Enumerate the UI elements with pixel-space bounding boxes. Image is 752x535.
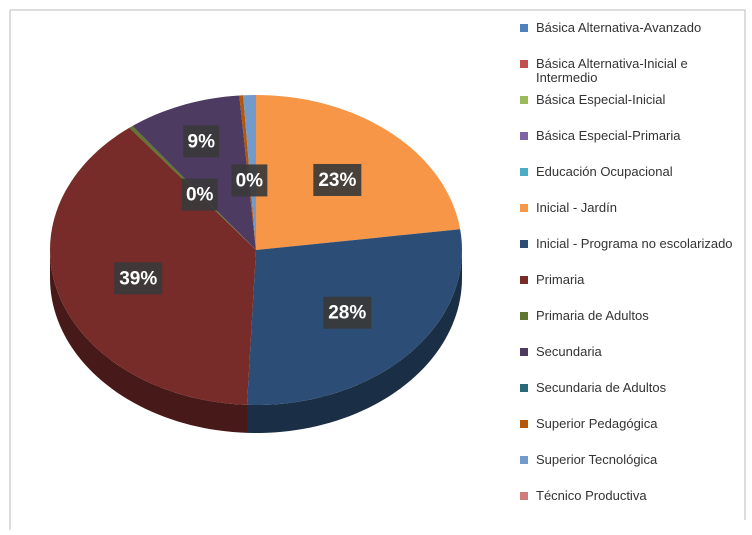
legend-swatch: [520, 168, 528, 176]
legend-label: Básica Alternativa-Avanzado: [536, 20, 702, 35]
data-label-box: [231, 164, 268, 197]
legend-label: Primaria: [536, 272, 585, 287]
legend-item: Secundaria de Adultos: [520, 378, 745, 414]
legend-item: Básica Especial-Inicial: [520, 90, 745, 126]
legend-swatch: [520, 240, 528, 248]
legend-item: Superior Tecnológica: [520, 450, 745, 486]
legend-item: Superior Pedagógica: [520, 414, 745, 450]
data-label: 39%: [119, 268, 157, 289]
legend-swatch: [520, 492, 528, 500]
legend-swatch: [520, 420, 528, 428]
legend-label: Educación Ocupacional: [536, 164, 673, 179]
chart-frame: [10, 9, 746, 520]
legend-label: Superior Pedagógica: [536, 416, 658, 431]
data-label-box: [183, 125, 220, 158]
legend-item: Básica Alternativa-Inicial e Intermedio: [520, 54, 745, 90]
legend-swatch: [520, 384, 528, 392]
data-label-box: [114, 262, 163, 295]
legend-label: Básica Alternativa-Inicial e Intermedio: [536, 56, 688, 85]
legend-swatch: [520, 204, 528, 212]
data-label: 9%: [188, 131, 216, 152]
legend-swatch: [520, 456, 528, 464]
data-label: 0%: [236, 170, 264, 191]
legend-swatch: [520, 312, 528, 320]
legend-item: Educación Ocupacional: [520, 162, 745, 198]
legend-swatch: [520, 24, 528, 32]
legend-item: Secundaria: [520, 342, 745, 378]
legend-swatch: [520, 276, 528, 284]
legend-swatch: [520, 132, 528, 140]
data-label: 0%: [186, 185, 214, 206]
legend-label: Primaria de Adultos: [536, 308, 649, 323]
legend-item: Primaria de Adultos: [520, 306, 745, 342]
legend-swatch: [520, 60, 528, 68]
data-label-box: [323, 296, 372, 329]
legend-swatch: [520, 348, 528, 356]
legend-label: Superior Tecnológica: [536, 452, 658, 467]
data-label-box: [313, 163, 362, 196]
legend-item: Inicial - Programa no escolarizado: [520, 234, 745, 270]
legend: Básica Alternativa-Avanzado Básica Altern…: [520, 18, 745, 522]
legend-label: Secundaria de Adultos: [536, 380, 667, 395]
legend-label: Básica Especial-Primaria: [536, 128, 681, 143]
legend-item: Primaria: [520, 270, 745, 306]
legend-label: Básica Especial-Inicial: [536, 92, 666, 107]
data-label: 28%: [328, 303, 366, 324]
legend-item: Técnico Productiva: [520, 486, 745, 522]
legend-label: Secundaria: [536, 344, 602, 359]
pie-side: [246, 250, 462, 433]
legend-item: Básica Especial-Primaria: [520, 126, 745, 162]
legend-label: Inicial - Jardín: [536, 200, 617, 215]
data-label: 23%: [318, 170, 356, 191]
data-label-box: [181, 178, 218, 211]
legend-swatch: [520, 96, 528, 104]
pie-side: [50, 250, 247, 433]
legend-item: Básica Alternativa-Avanzado: [520, 18, 745, 54]
legend-item: Inicial - Jardín: [520, 198, 745, 234]
pie-sides: [50, 250, 462, 433]
legend-label: Inicial - Programa no escolarizado: [536, 236, 733, 251]
pie-slice: [132, 95, 256, 250]
legend-label: Técnico Productiva: [536, 488, 647, 503]
